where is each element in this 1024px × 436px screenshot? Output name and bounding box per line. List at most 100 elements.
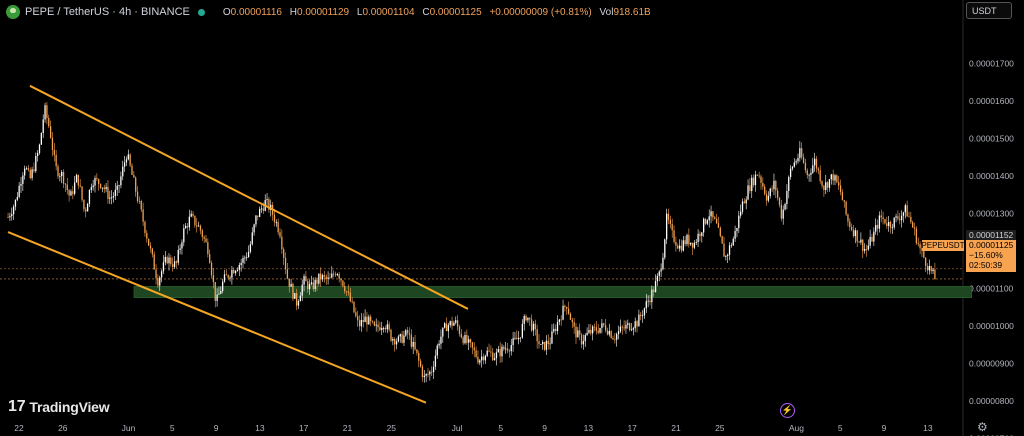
candle-body (423, 375, 425, 378)
candle-body (247, 251, 250, 258)
candle-body (29, 169, 31, 179)
candle-body (120, 176, 122, 186)
lightning-icon[interactable]: ⚡ (780, 403, 795, 418)
candle-body (627, 323, 629, 325)
candle-body (453, 322, 455, 326)
candle-body (802, 157, 805, 163)
candle-body (222, 281, 224, 291)
candle-body (382, 327, 385, 329)
candle-body (475, 350, 477, 357)
support-zone (133, 286, 972, 298)
candle-body (529, 317, 531, 320)
candle-body (723, 243, 725, 257)
candle-body (468, 339, 470, 343)
candle-body (823, 185, 825, 191)
candle-body (72, 191, 74, 194)
candle-body (801, 148, 803, 158)
price-tick-label: 0.00001500 (969, 133, 1014, 143)
candle-body (401, 334, 403, 343)
candle-body (656, 275, 659, 282)
candle-body (873, 231, 875, 242)
candles (7, 101, 936, 383)
candle-body (284, 257, 287, 270)
candle-body (752, 177, 755, 186)
candle-body (160, 271, 163, 278)
time-tick-label: 9 (882, 423, 887, 433)
candle-body (392, 338, 394, 341)
candle-body (808, 174, 810, 176)
candle-body (366, 316, 368, 325)
symbol-price-label: PEPEUSDT (921, 240, 965, 251)
candle-body (832, 174, 834, 181)
candle-body (913, 227, 916, 229)
candle-body (96, 178, 98, 180)
candle-body (458, 326, 461, 334)
candle-body (893, 217, 895, 228)
market-status-dot-icon (197, 8, 205, 16)
candle-body (706, 220, 708, 224)
candle-body (24, 168, 26, 176)
candle-body (610, 331, 612, 339)
candle-body (277, 221, 279, 233)
candle-body (673, 230, 675, 242)
candle-body (778, 197, 781, 205)
candle-body (547, 340, 549, 344)
candle-body (521, 323, 523, 338)
candle-body (445, 323, 448, 332)
candle-body (438, 343, 440, 346)
symbol-title[interactable]: PEPE / TetherUS · 4h · BINANCE (25, 6, 190, 18)
candle-body (447, 325, 449, 332)
candle-body (641, 315, 644, 317)
candle-body (654, 281, 657, 292)
candle-body (680, 245, 683, 251)
candle-body (9, 216, 11, 218)
candle-body (98, 179, 100, 184)
candle-body (503, 346, 505, 350)
candle-body (259, 208, 261, 217)
candle-body (183, 228, 185, 243)
candle-body (44, 105, 46, 120)
candle-body (567, 308, 570, 314)
tradingview-logo[interactable]: 17 TradingView (8, 398, 110, 416)
candle-body (131, 165, 133, 175)
candle-body (571, 319, 573, 323)
candle-body (408, 333, 411, 335)
candle-body (765, 194, 768, 201)
candle-body (590, 329, 592, 334)
candle-body (451, 321, 453, 326)
candle-body (323, 275, 326, 277)
candle-body (460, 333, 462, 338)
candle-body (542, 341, 544, 345)
candle-body (623, 327, 625, 329)
candle-body (16, 197, 18, 200)
candle-body (288, 278, 290, 287)
time-axis: 22 26 Jun 5 9 13 17 21 25 Jul 5 9 13 17 21 25 Aug 5 9 13 (14, 423, 933, 433)
currency-unit-button[interactable]: USDT (966, 2, 1012, 19)
candle-body (377, 324, 379, 328)
candle-body (806, 170, 808, 176)
candle-body (242, 258, 244, 263)
candle-body (841, 192, 844, 201)
ohlc-values: O0.00001116 H0.00001129 L0.00001104 C0.0… (222, 6, 651, 18)
candle-body (664, 239, 666, 258)
time-tick-label: 5 (170, 423, 175, 433)
candle-body (405, 330, 407, 336)
candle-body (817, 168, 819, 171)
candle-body (349, 292, 351, 302)
candle-body (839, 185, 842, 193)
gear-icon[interactable]: ⚙ (977, 420, 988, 434)
candle-body (852, 229, 855, 237)
candle-body (471, 342, 474, 348)
candle-body (675, 241, 677, 246)
candle-body (510, 345, 512, 352)
candle-body (597, 330, 599, 333)
time-tick-label: Aug (789, 423, 804, 433)
candle-body (109, 197, 111, 199)
candle-body (394, 338, 396, 345)
candle-body (79, 185, 81, 187)
candle-body (555, 328, 557, 332)
candle-body (432, 366, 435, 373)
time-tick-label: 13 (584, 423, 594, 433)
candle-body (57, 166, 59, 177)
